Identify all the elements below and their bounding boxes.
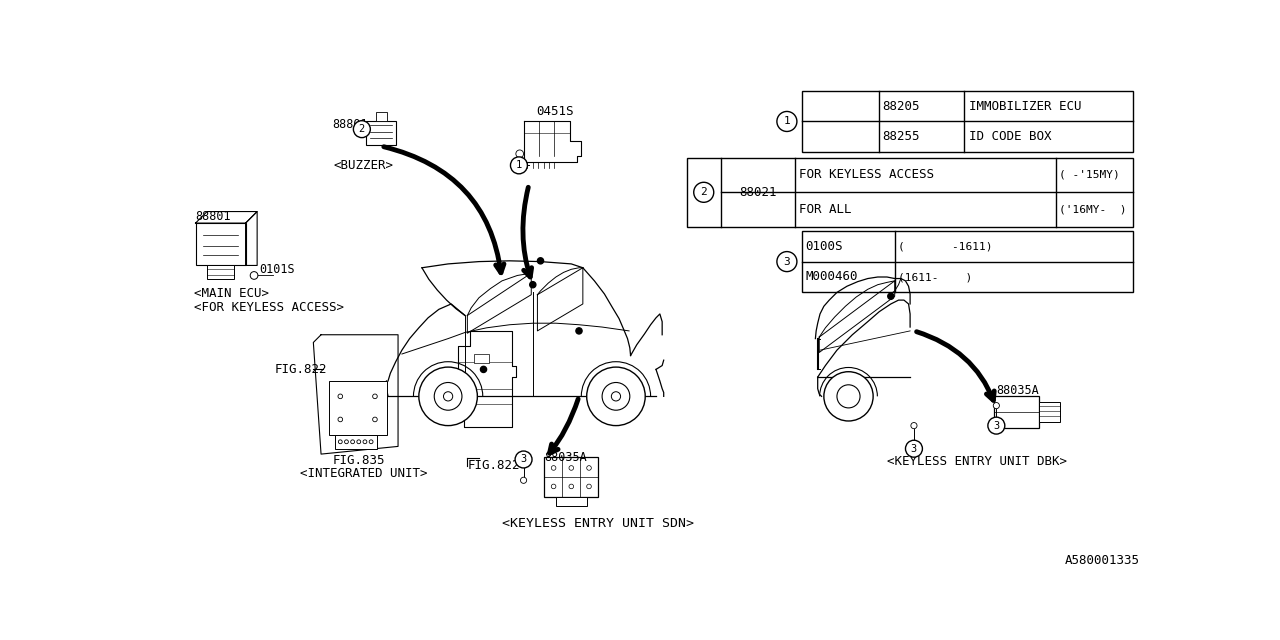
Circle shape	[837, 385, 860, 408]
Text: 1: 1	[516, 161, 522, 170]
Circle shape	[338, 440, 342, 444]
Circle shape	[419, 367, 477, 426]
Circle shape	[538, 258, 544, 264]
Text: M000460: M000460	[805, 271, 858, 284]
Circle shape	[351, 440, 355, 444]
Bar	[329, 381, 387, 435]
Text: 88205: 88205	[882, 100, 920, 113]
Text: FIG.822: FIG.822	[275, 363, 328, 376]
Text: ('16MY-  ): ('16MY- )	[1060, 205, 1126, 214]
Bar	[207, 266, 234, 279]
Circle shape	[694, 182, 714, 202]
Text: 88801: 88801	[333, 118, 369, 131]
Text: 0101S: 0101S	[260, 263, 296, 276]
Circle shape	[993, 403, 1000, 409]
Circle shape	[480, 366, 486, 372]
Circle shape	[777, 111, 797, 131]
Circle shape	[552, 466, 556, 470]
Text: 88035A: 88035A	[544, 451, 588, 465]
Text: 3: 3	[521, 454, 526, 465]
Circle shape	[434, 383, 462, 410]
Circle shape	[602, 383, 630, 410]
Circle shape	[353, 121, 370, 138]
Circle shape	[570, 466, 573, 470]
Text: 3: 3	[911, 444, 916, 454]
Bar	[196, 223, 246, 266]
Text: <MAIN ECU>: <MAIN ECU>	[195, 287, 269, 300]
Text: (1611-    ): (1611- )	[897, 272, 972, 282]
Circle shape	[521, 477, 526, 483]
Circle shape	[612, 392, 621, 401]
Text: FOR ALL: FOR ALL	[799, 203, 851, 216]
Bar	[803, 91, 1133, 152]
Text: 1: 1	[783, 116, 790, 127]
Circle shape	[338, 394, 343, 399]
Text: 0100S: 0100S	[805, 240, 844, 253]
Circle shape	[344, 440, 348, 444]
Circle shape	[586, 484, 591, 489]
Bar	[1038, 402, 1060, 422]
Circle shape	[372, 417, 378, 422]
Text: A580001335: A580001335	[1065, 554, 1139, 567]
Text: 2: 2	[358, 124, 365, 134]
Text: <BUZZER>: <BUZZER>	[333, 159, 393, 172]
Circle shape	[369, 440, 372, 444]
Circle shape	[443, 392, 453, 401]
Circle shape	[586, 466, 591, 470]
Circle shape	[576, 328, 582, 334]
Text: <FOR KEYLESS ACCESS>: <FOR KEYLESS ACCESS>	[195, 301, 344, 314]
Text: 3: 3	[783, 257, 790, 267]
Circle shape	[988, 417, 1005, 434]
Text: <KEYLESS ENTRY UNIT DBK>: <KEYLESS ENTRY UNIT DBK>	[887, 455, 1068, 468]
Bar	[376, 112, 387, 122]
Bar	[995, 396, 1038, 428]
Circle shape	[372, 394, 378, 399]
Text: 0451S: 0451S	[536, 105, 573, 118]
Bar	[556, 497, 586, 506]
Circle shape	[824, 372, 873, 421]
Circle shape	[905, 440, 923, 457]
Circle shape	[515, 451, 532, 468]
Bar	[335, 435, 378, 449]
Bar	[474, 354, 489, 364]
Text: FIG.822: FIG.822	[467, 459, 520, 472]
Text: FIG.835: FIG.835	[333, 454, 385, 467]
Circle shape	[570, 484, 573, 489]
Text: 2: 2	[700, 188, 707, 197]
Text: <INTEGRATED UNIT>: <INTEGRATED UNIT>	[301, 467, 428, 480]
Circle shape	[357, 440, 361, 444]
Bar	[803, 231, 1133, 292]
Circle shape	[516, 150, 524, 157]
Circle shape	[777, 252, 797, 271]
Circle shape	[338, 417, 343, 422]
Text: FOR KEYLESS ACCESS: FOR KEYLESS ACCESS	[799, 168, 934, 182]
Circle shape	[511, 157, 527, 174]
Circle shape	[250, 271, 257, 279]
Circle shape	[888, 293, 893, 300]
Text: IMMOBILIZER ECU: IMMOBILIZER ECU	[969, 100, 1082, 113]
Text: 88021: 88021	[740, 186, 777, 199]
Text: ID CODE BOX: ID CODE BOX	[969, 131, 1051, 143]
Text: (       -1611): ( -1611)	[897, 241, 992, 251]
Text: 88801: 88801	[196, 211, 232, 223]
Circle shape	[530, 282, 536, 288]
Text: ( -'15MY): ( -'15MY)	[1060, 170, 1120, 180]
Text: 88035A: 88035A	[996, 385, 1039, 397]
Circle shape	[552, 484, 556, 489]
Bar	[544, 457, 598, 497]
Text: <KEYLESS ENTRY UNIT SDN>: <KEYLESS ENTRY UNIT SDN>	[502, 517, 694, 530]
Text: 88255: 88255	[882, 131, 920, 143]
Bar	[687, 157, 1133, 227]
Bar	[366, 122, 396, 145]
Circle shape	[586, 367, 645, 426]
Text: 3: 3	[993, 420, 1000, 431]
Circle shape	[364, 440, 367, 444]
Circle shape	[911, 422, 916, 429]
